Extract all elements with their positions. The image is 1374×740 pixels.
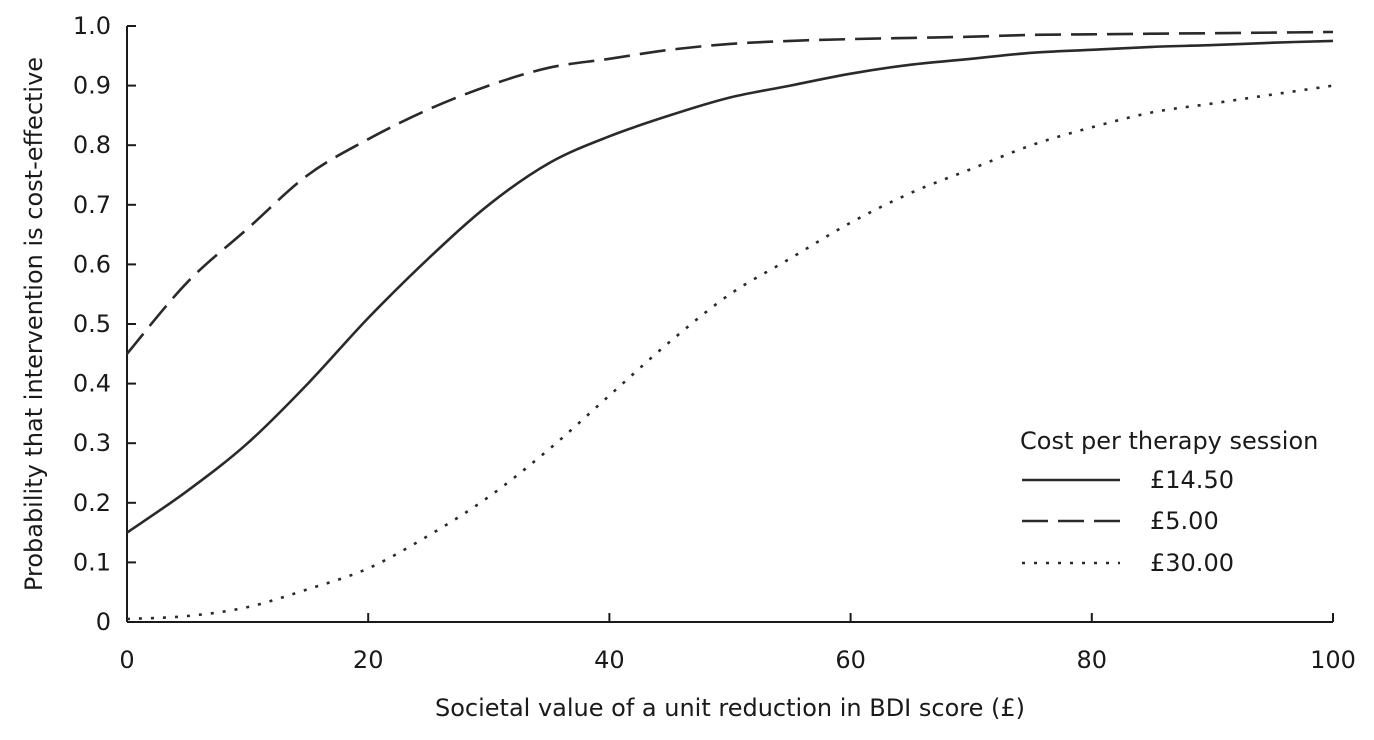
y-axis-title: Probability that intervention is cost-ef… [20,57,48,591]
y-tick-label: 0.5 [73,310,111,338]
x-ticks: 0 20 40 60 80 100 [119,613,1356,674]
y-tick-label: 1.0 [73,12,111,40]
legend-title: Cost per therapy session [1020,427,1318,455]
y-tick-label: 0.3 [73,429,111,457]
series-line-dashed [126,30,1334,355]
y-tick-label: 0.8 [73,131,111,159]
y-tick-label: 0.1 [73,548,111,576]
legend: Cost per therapy session £14.50 £5.00 £30.… [1020,427,1318,577]
x-tick-label: 20 [353,646,384,674]
x-tick-label: 100 [1310,646,1356,674]
y-tick-label: 0.4 [73,370,111,398]
series-layer [126,30,1334,621]
x-tick-label: 0 [119,646,134,674]
legend-label: £5.00 [1150,507,1219,535]
series-line-solid [126,39,1334,534]
series-line-dotted [126,84,1334,621]
legend-label: £14.50 [1150,466,1234,494]
y-tick-label: 0.2 [73,489,111,517]
y-tick-label: 0.7 [73,191,111,219]
y-ticks: 0 0.1 0.2 0.3 0.4 0.5 0.6 0.7 0.8 0.9 1.0 [73,12,136,636]
legend-items: £14.50 £5.00 £30.00 [1022,466,1234,577]
legend-label: £30.00 [1150,549,1234,577]
x-tick-label: 80 [1077,646,1108,674]
x-axis-title: Societal value of a unit reduction in BD… [435,694,1025,722]
y-tick-label: 0 [96,608,111,636]
x-tick-label: 40 [594,646,625,674]
y-tick-label: 0.6 [73,250,111,278]
y-tick-label: 0.9 [73,72,111,100]
x-tick-label: 60 [835,646,866,674]
